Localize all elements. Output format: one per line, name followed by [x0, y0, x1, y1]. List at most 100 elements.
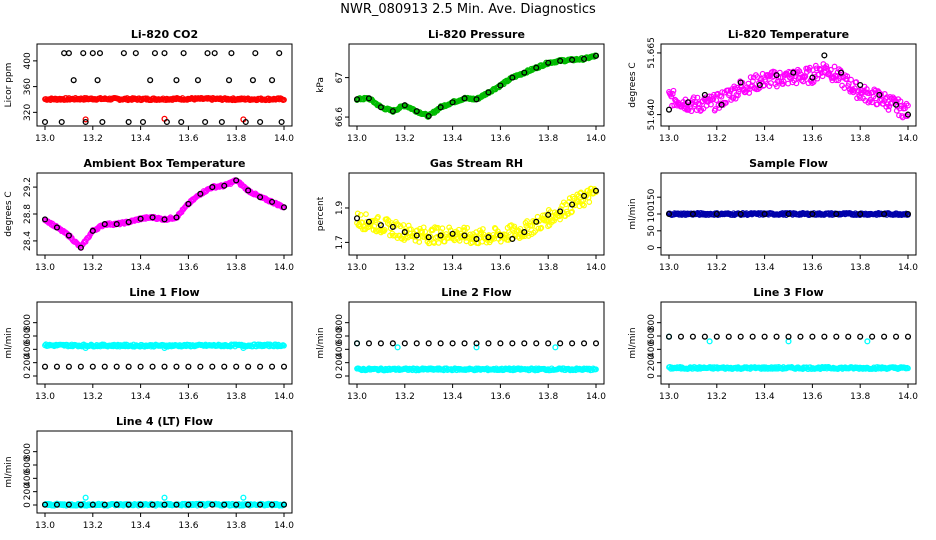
chart-panel-7: Line 1 Flow ml/min 13.0 13.2 13.4 13.6 13.8 14.…: [4, 286, 294, 402]
data-point: [700, 105, 707, 112]
data-point: [425, 234, 432, 241]
data-point: [149, 363, 156, 370]
data-point: [397, 223, 404, 230]
x-tick-label: 13.0: [35, 521, 55, 531]
x-tick-label: 13.2: [707, 263, 727, 273]
data-point: [197, 190, 204, 197]
data-point: [869, 99, 875, 106]
data-point: [689, 333, 696, 340]
data-point: [479, 226, 486, 232]
data-point: [521, 69, 528, 76]
data-point: [874, 101, 881, 108]
data-point: [161, 501, 168, 508]
data-point: [892, 101, 900, 108]
data-point: [857, 333, 864, 340]
y-axis-label: kPa: [316, 77, 326, 93]
y-tick-label: 360: [23, 78, 33, 95]
data-point: [857, 210, 864, 218]
y-tick-label: 200: [647, 354, 657, 371]
data-point: [233, 363, 240, 370]
data-point: [209, 501, 216, 508]
data-point: [113, 363, 120, 370]
data-point: [413, 340, 420, 347]
data-point: [278, 118, 285, 126]
data-point: [497, 232, 504, 239]
data-point: [257, 363, 264, 370]
data-point: [276, 50, 283, 57]
x-tick-label: 13.4: [443, 134, 463, 144]
page-title: NWR_080913 2.5 Min. Ave. Diagnostics: [340, 2, 596, 17]
data-point: [242, 118, 249, 126]
x-tick-label: 14.0: [898, 392, 918, 402]
data-point: [53, 501, 60, 508]
data-point: [425, 113, 432, 120]
x-tick-label: 13.8: [850, 134, 870, 144]
data-point: [821, 52, 828, 59]
x-tick-label: 13.2: [83, 263, 103, 273]
data-point: [389, 340, 396, 347]
y-tick-label: 600: [335, 327, 345, 344]
data-point: [485, 340, 492, 347]
y-tick-label: 0: [23, 502, 33, 508]
data-point: [592, 340, 600, 347]
chart-panel-8: Line 2 Flow ml/min 13.0 13.2 13.4 13.6 13.8 14.…: [316, 286, 606, 402]
data-point: [773, 333, 780, 340]
data-point: [580, 192, 588, 199]
y-tick-label: 28.4: [23, 231, 33, 251]
data-point: [390, 232, 396, 239]
data-point: [401, 229, 408, 236]
x-tick-label: 13.0: [659, 134, 679, 144]
chart-panel-2: Li-820 Pressure kPa 13.0 13.2 13.4 13.6 13.8 14…: [316, 28, 606, 144]
data-point: [137, 501, 144, 508]
data-point: [708, 101, 714, 108]
data-point: [82, 116, 89, 123]
data-point: [688, 108, 695, 115]
x-tick-label: 13.2: [707, 134, 727, 144]
data-point: [838, 69, 845, 76]
data-point: [665, 210, 673, 218]
data-point: [99, 118, 106, 126]
data-point: [425, 340, 432, 347]
x-tick-label: 13.6: [490, 134, 510, 144]
data-point: [77, 501, 84, 508]
data-point: [281, 96, 287, 103]
y-tick-label: 28.8: [23, 204, 33, 224]
data-point: [726, 90, 733, 97]
x-tick-label: 13.8: [226, 521, 246, 531]
x-tick-label: 13.6: [802, 392, 822, 402]
data-point: [249, 77, 256, 84]
x-tick-label: 14.0: [898, 134, 918, 144]
data-point: [89, 50, 96, 57]
y-tick-label: 29.2: [23, 177, 33, 197]
data-point: [718, 101, 725, 108]
y-tick-label: 400: [23, 52, 33, 69]
data-point: [132, 50, 139, 57]
x-tick-label: 13.4: [131, 263, 151, 273]
chart-title: Line 3 Flow: [753, 286, 823, 299]
data-point: [125, 118, 132, 126]
plot-frame: [348, 43, 605, 127]
y-tick-label: 400: [23, 340, 33, 357]
x-tick-label: 13.8: [850, 392, 870, 402]
x-tick-label: 13.0: [35, 392, 55, 402]
x-tick-label: 13.0: [659, 263, 679, 273]
data-point: [101, 363, 108, 370]
data-point: [490, 231, 497, 238]
x-tick-label: 13.8: [538, 392, 558, 402]
data-point: [578, 189, 584, 196]
data-point: [185, 363, 192, 370]
y-tick-label: 800: [335, 314, 345, 331]
chart-panel-5: Gas Stream RH percent 13.0 13.2 13.4 13.6 13.8…: [316, 157, 606, 273]
data-point: [569, 340, 576, 347]
data-point: [876, 91, 883, 98]
data-point: [280, 501, 288, 508]
y-axis-label: degrees C: [628, 62, 638, 107]
y-tick-label: 1.9: [335, 201, 345, 216]
data-point: [557, 208, 564, 215]
data-point: [437, 340, 444, 347]
x-tick-label: 13.6: [802, 263, 822, 273]
data-point: [670, 87, 677, 94]
y-tick-label: 400: [23, 469, 33, 486]
x-tick-label: 13.2: [395, 392, 415, 402]
